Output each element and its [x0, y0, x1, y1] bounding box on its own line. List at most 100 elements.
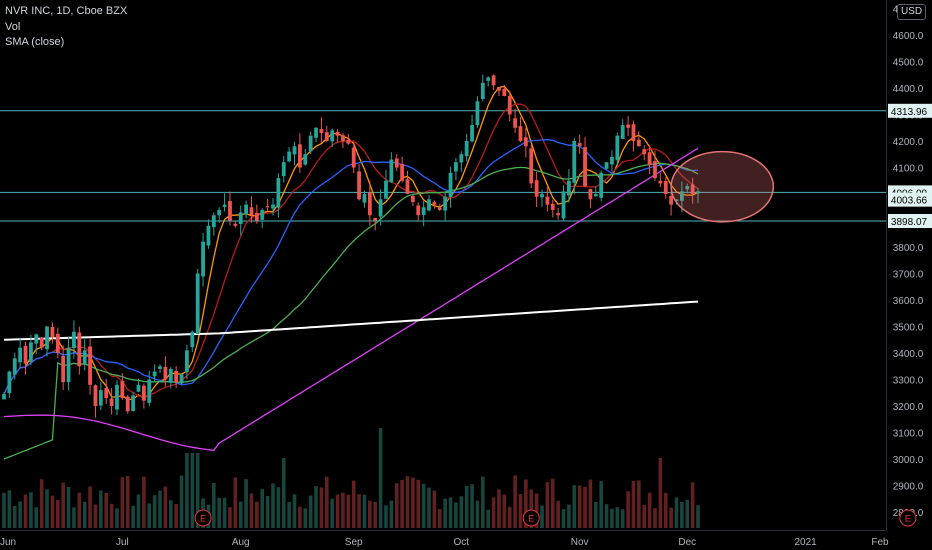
candle-body: [464, 141, 469, 157]
candle-body: [400, 163, 405, 181]
candle-body: [416, 205, 421, 216]
sma-line: [3, 162, 699, 460]
volume-bar: [99, 490, 103, 528]
price-tick-label: 4600.0: [893, 31, 924, 42]
candle-body: [168, 368, 173, 383]
volume-bar: [18, 501, 22, 528]
candle-body: [88, 346, 92, 385]
price-label-text: 4003.66: [891, 196, 928, 207]
candle-body: [104, 388, 109, 399]
volume-bar: [217, 497, 221, 528]
chart-legend: NVR INC, 1D, Cboe BZX Vol SMA (close): [5, 4, 127, 51]
candle-body: [281, 162, 286, 177]
candle-body: [593, 194, 598, 197]
candle-body: [507, 95, 512, 115]
volume-bar: [642, 504, 647, 528]
volume-bar: [405, 476, 410, 528]
candle-body: [82, 350, 87, 364]
candle-body: [394, 158, 399, 168]
candle-body: [561, 191, 566, 219]
volume-bar: [222, 497, 227, 528]
earnings-marker-label: E: [905, 514, 911, 524]
legend-sma[interactable]: SMA (close): [5, 36, 65, 48]
earnings-marker: [522, 509, 540, 527]
volume-bar: [411, 477, 415, 528]
candle-body: [443, 196, 448, 211]
volume-bar: [50, 495, 55, 528]
volume-bar: [448, 497, 453, 528]
volume-bar: [647, 492, 652, 528]
candle-body: [93, 385, 98, 406]
candle-body: [12, 358, 17, 375]
volume-bar: [298, 506, 302, 528]
currency-badge[interactable]: USD: [897, 4, 926, 20]
candle-body: [351, 147, 356, 168]
volume-bar: [357, 494, 361, 528]
volume-bar: [88, 486, 92, 528]
volume-bar: [696, 505, 700, 528]
volume-bar: [491, 497, 496, 528]
volume-bar: [325, 476, 329, 528]
volume-bar: [66, 486, 71, 528]
candle-body: [303, 154, 308, 165]
candle-body: [583, 147, 587, 187]
candle-body: [120, 380, 125, 399]
legend-volume[interactable]: Vol: [5, 20, 21, 33]
volume-bar: [588, 479, 593, 528]
candle-body: [669, 195, 674, 205]
candle-body: [324, 132, 329, 141]
price-tick-label: 3500.0: [893, 323, 924, 334]
candle-body: [679, 191, 684, 201]
volume-bar: [109, 503, 114, 528]
volume-bar: [303, 508, 308, 528]
candle-body: [454, 162, 458, 172]
candle-body: [513, 118, 517, 128]
legend-symbol[interactable]: NVR INC, 1D, Cboe BZX: [5, 5, 128, 17]
volume-bar: [212, 482, 216, 528]
candle-body: [362, 194, 367, 203]
volume-bar: [432, 490, 437, 528]
time-axis[interactable]: Jun Jul Aug Sep Oct Nov Dec 2021 Feb: [0, 537, 889, 548]
volume-bar: [281, 458, 286, 528]
candle-body: [663, 181, 668, 194]
candle-body: [346, 139, 351, 144]
candle-body: [459, 154, 464, 163]
candle-body: [497, 87, 501, 91]
candle-body: [292, 146, 297, 155]
volume-bar: [524, 479, 528, 528]
highlight-ellipse-shape: [670, 150, 775, 223]
volume-bar: [115, 508, 119, 528]
candle-body: [66, 347, 71, 383]
volume-bar: [249, 493, 254, 528]
candle-body: [249, 207, 254, 216]
volume-bar: [663, 492, 668, 528]
candle-body: [437, 207, 442, 210]
time-tick-label: Oct: [454, 537, 470, 548]
price-label-box: [888, 103, 932, 118]
candle-body: [384, 180, 388, 199]
earnings-marker: [899, 509, 917, 527]
candle-body: [475, 101, 480, 126]
volume-bar: [131, 505, 135, 528]
volume-bar: [454, 502, 458, 528]
volume-bar: [637, 480, 641, 528]
volume-bar: [421, 483, 426, 528]
candle-body: [190, 331, 195, 348]
volume-bar: [378, 428, 383, 528]
volume-bar: [475, 500, 480, 528]
volume-bar: [142, 476, 146, 528]
candle-body: [174, 370, 179, 383]
candle-body: [98, 390, 103, 406]
price-tick-label: 3800.0: [893, 243, 924, 254]
volume-bar: [77, 492, 82, 528]
volume-bar: [125, 476, 130, 528]
candle-body: [163, 366, 168, 380]
candle-body: [378, 199, 383, 217]
volume-bar: [104, 492, 109, 528]
volume-bar: [308, 495, 313, 528]
sma-line: [3, 147, 699, 451]
volume-bar: [265, 495, 270, 528]
volume-bar: [72, 507, 76, 528]
